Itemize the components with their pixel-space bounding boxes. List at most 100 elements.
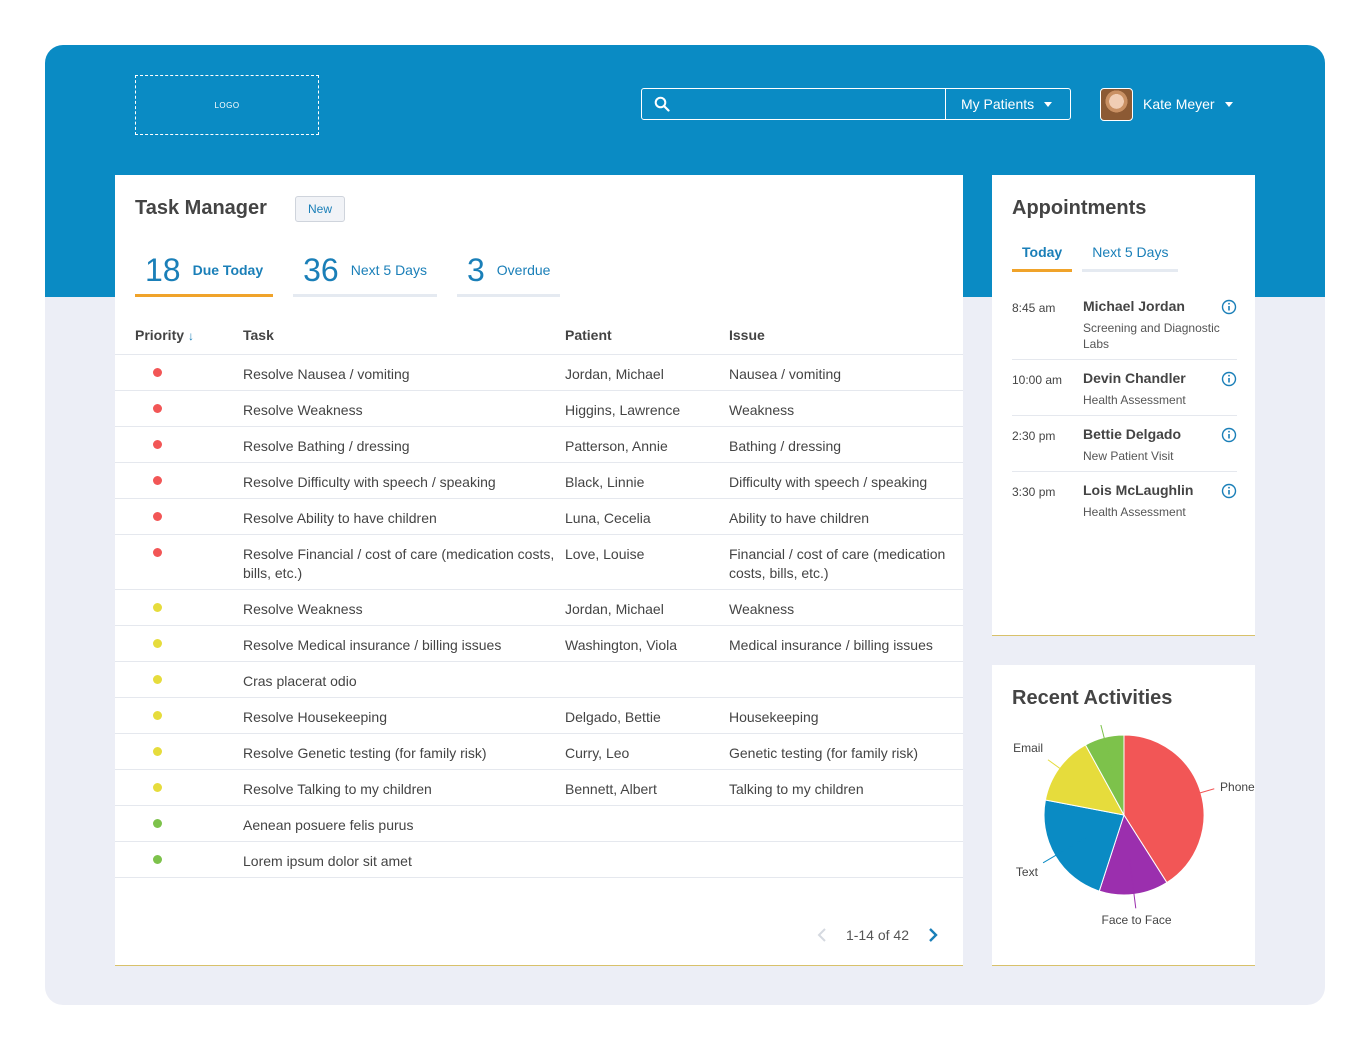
tab-overdue[interactable]: 3 Overdue [456,245,561,297]
search-icon[interactable] [642,89,682,119]
patient-cell[interactable]: Black, Linnie [565,474,645,490]
appointment-item[interactable]: 8:45 am Michael Jordan Screening and Diagn… [1012,288,1237,360]
task-cell[interactable]: Resolve Medical insurance / billing issu… [243,637,502,653]
patient-cell[interactable]: Love, Louise [565,546,645,562]
table-row[interactable]: Resolve Nausea / vomiting Jordan, Michael… [115,355,963,391]
next-page-button[interactable] [923,925,943,945]
patient-cell[interactable]: Delgado, Bettie [565,709,661,725]
patient-cell[interactable]: Higgins, Lawrence [565,402,681,418]
table-row[interactable]: Resolve Talking to my children Bennett, A… [115,770,963,806]
appointment-list: 8:45 am Michael Jordan Screening and Diagn… [1012,288,1237,527]
patient-cell[interactable]: Luna, Cecelia [565,510,651,526]
priority-cell [115,600,243,625]
priority-dot-medium [153,603,162,612]
tab-next-5-days[interactable]: Next 5 Days [1082,235,1179,272]
search-scope-label: My Patients [961,96,1035,112]
issue-cell: Medical insurance / billing issues [729,637,933,653]
chevron-left-icon [817,928,826,942]
tab-label: Next 5 Days [350,261,427,278]
appointment-item[interactable]: 3:30 pm Lois McLaughlin Health Assessment [1012,472,1237,527]
table-row[interactable]: Lorem ipsum dolor sit amet [115,842,963,878]
patient-cell[interactable]: Bennett, Albert [565,781,657,797]
tab-count: 18 [145,251,181,288]
table-row[interactable]: Resolve Bathing / dressing Patterson, Ann… [115,427,963,463]
issue-cell [729,672,963,697]
table-row[interactable]: Resolve Genetic testing (for family risk… [115,734,963,770]
pie-leader-line [1042,836,1087,864]
appointment-patient-name: Lois McLaughlin [1083,482,1194,498]
appointment-item[interactable]: 10:00 am Devin Chandler Health Assessment [1012,360,1237,416]
tab-today[interactable]: Today [1012,235,1073,272]
task-cell[interactable]: Resolve Financial / cost of care (medica… [243,546,555,581]
priority-dot-medium [153,639,162,648]
patient-cell[interactable]: Jordan, Michael [565,366,664,382]
previous-page-button[interactable] [812,925,832,945]
tab-label: Overdue [496,261,551,278]
task-cell[interactable]: Resolve Nausea / vomiting [243,366,410,382]
table-row[interactable]: Resolve Financial / cost of care (medica… [115,535,963,590]
tab-due-today[interactable]: 18 Due Today [135,245,274,297]
patient-cell[interactable]: Curry, Leo [565,745,630,761]
patient-cell[interactable]: Washington, Viola [565,637,678,653]
info-icon[interactable] [1221,299,1237,315]
priority-dot-high [153,440,162,449]
task-cell[interactable]: Cras placerat odio [243,673,357,689]
task-cell[interactable]: Lorem ipsum dolor sit amet [243,853,412,869]
search-input[interactable] [682,89,945,119]
task-cell[interactable]: Resolve Genetic testing (for family risk… [243,745,487,761]
column-header-patient[interactable]: Patient [565,327,612,343]
patient-cell[interactable] [565,816,729,841]
pagination-label: 1-14 of 42 [845,927,909,943]
appointment-time: 8:45 am [1012,301,1056,315]
user-name: Kate Meyer [1143,96,1215,112]
appointment-item[interactable]: 2:30 pm Bettie Delgado New Patient Visit [1012,416,1237,472]
task-cell[interactable]: Resolve Housekeeping [243,709,387,725]
tab-next-5-days[interactable]: 36 Next 5 Days [293,245,437,297]
info-icon[interactable] [1221,371,1237,387]
appointment-type: New Patient Visit [1083,449,1174,463]
column-header-issue[interactable]: Issue [729,327,765,343]
logo[interactable]: LOGO [135,75,319,135]
patient-cell[interactable] [565,852,729,877]
table-row[interactable]: Resolve Weakness Jordan, Michael Weakness [115,590,963,626]
priority-cell [115,437,243,462]
table-row[interactable]: Cras placerat odio [115,662,963,698]
info-icon[interactable] [1221,427,1237,443]
patient-cell[interactable]: Jordan, Michael [565,601,664,617]
task-cell[interactable]: Resolve Difficulty with speech / speakin… [243,474,496,490]
patient-cell[interactable] [565,672,729,697]
new-task-button[interactable]: New [295,196,346,222]
issue-cell: Genetic testing (for family risk) [729,745,919,761]
search-bar: My Patients [641,88,1071,120]
appointment-patient-name: Devin Chandler [1083,370,1186,386]
user-menu[interactable]: Kate Meyer [1100,87,1233,121]
table-row[interactable]: Resolve Difficulty with speech / speakin… [115,463,963,499]
table-row[interactable]: Resolve Housekeeping Delgado, Bettie House… [115,698,963,734]
task-cell[interactable]: Resolve Bathing / dressing [243,438,410,454]
task-cell[interactable]: Resolve Ability to have children [243,510,437,526]
patient-cell[interactable]: Patterson, Annie [565,438,668,454]
issue-cell: Weakness [729,601,795,617]
table-row[interactable]: Resolve Medical insurance / billing issu… [115,626,963,662]
info-icon[interactable] [1221,483,1237,499]
pie-leader-line [1100,723,1114,773]
column-header-task[interactable]: Task [243,327,274,343]
task-cell[interactable]: Resolve Weakness [243,402,363,418]
search-scope-select[interactable]: My Patients [945,89,1070,119]
priority-cell [115,509,243,534]
pie-leader-line [1129,858,1137,909]
table-row[interactable]: Aenean posuere felis purus [115,806,963,842]
avatar [1100,87,1133,121]
table-row[interactable]: Resolve Ability to have children Luna, Ce… [115,499,963,535]
pie-label: Face to Face [1102,913,1172,927]
column-header-priority[interactable]: Priority ↓ [115,327,243,343]
tab-label: Due Today [192,261,264,278]
pagination: 1-14 of 42 [812,925,943,945]
task-cell[interactable]: Resolve Weakness [243,601,363,617]
table-row[interactable]: Resolve Weakness Higgins, Lawrence Weaknes… [115,391,963,427]
issue-cell: Financial / cost of care (medication cos… [729,546,946,581]
task-cell[interactable]: Resolve Talking to my children [243,781,432,797]
issue-cell: Bathing / dressing [729,438,842,454]
task-cell[interactable]: Aenean posuere felis purus [243,817,414,833]
